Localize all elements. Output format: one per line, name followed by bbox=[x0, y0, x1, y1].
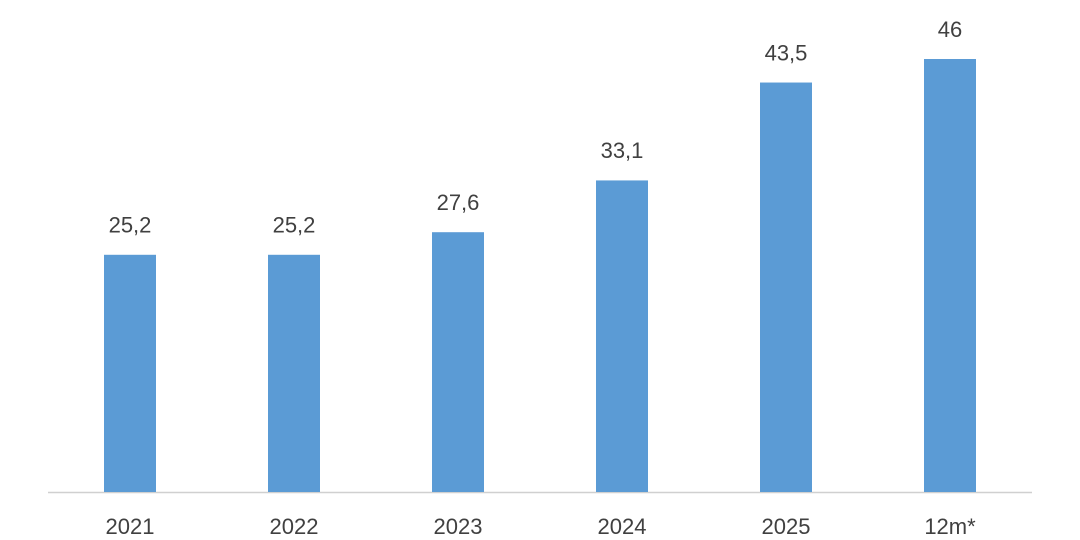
bar bbox=[268, 254, 320, 492]
bar bbox=[924, 59, 976, 492]
x-tick-label: 2023 bbox=[434, 514, 483, 539]
bar bbox=[760, 82, 812, 493]
data-label: 33,1 bbox=[601, 138, 644, 163]
x-tick-label: 2022 bbox=[270, 514, 319, 539]
x-tick-label: 2024 bbox=[598, 514, 647, 539]
bar bbox=[596, 180, 648, 492]
data-label: 25,2 bbox=[109, 213, 152, 238]
data-label: 27,6 bbox=[437, 190, 480, 215]
x-tick-label: 12m* bbox=[924, 514, 976, 539]
data-label: 25,2 bbox=[273, 213, 316, 238]
bar bbox=[104, 254, 156, 492]
x-tick-label: 2025 bbox=[762, 514, 811, 539]
x-tick-label: 2021 bbox=[106, 514, 155, 539]
bar bbox=[432, 232, 484, 492]
data-label: 43,5 bbox=[765, 40, 808, 65]
data-label: 46 bbox=[938, 17, 962, 42]
